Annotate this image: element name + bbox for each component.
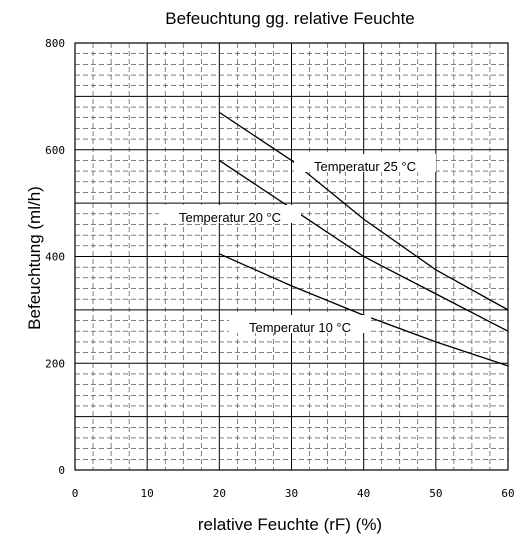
y-tick-label: 0 [58,464,65,477]
chart-title: Befeuchtung gg. relative Feuchte [165,9,415,28]
y-tick-label: 600 [45,144,65,157]
series-label-background [229,315,371,333]
series-label: Temperatur 10 °C [249,320,351,335]
plot-frame [74,42,509,471]
grid [74,42,509,471]
y-tick-label: 200 [45,357,65,370]
series-line [218,159,509,332]
x-axis-label: relative Feuchte (rF) (%) [198,515,382,534]
x-tick-label: 10 [141,487,154,500]
x-tick-label: 40 [357,487,370,500]
x-tick-label: 60 [501,487,514,500]
x-tick-label: 0 [72,487,79,500]
series-line [218,111,509,311]
series-label: Temperatur 25 °C [314,159,416,174]
x-tick-label: 20 [213,487,226,500]
series-label-background [294,154,436,172]
x-tick-label: 50 [429,487,442,500]
y-tick-label: 400 [45,251,65,264]
y-axis-label: Befeuchtung (ml/h) [25,186,44,330]
series-layer: Temperatur 25 °C Temperatur 20 °C Temperat… [159,111,509,367]
y-tick-label: 800 [45,37,65,50]
series-label-background [159,205,301,223]
series-label: Temperatur 20 °C [179,210,281,225]
x-tick-label: 30 [285,487,298,500]
